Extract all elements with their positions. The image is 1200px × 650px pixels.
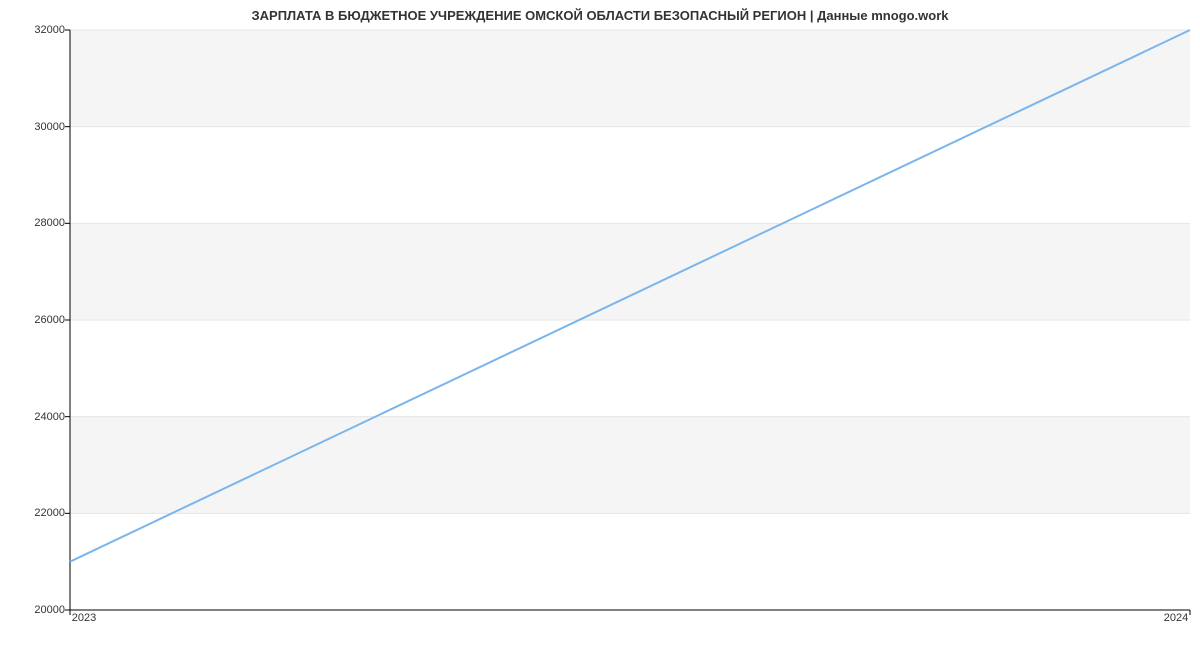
y-tick-label: 26000 [5, 314, 65, 326]
x-tick-label: 2024 [1164, 612, 1188, 624]
y-tick-label: 30000 [5, 121, 65, 133]
y-tick-label: 32000 [5, 24, 65, 36]
y-tick-label: 22000 [5, 507, 65, 519]
salary-chart: ЗАРПЛАТА В БЮДЖЕТНОЕ УЧРЕЖДЕНИЕ ОМСКОЙ О… [0, 0, 1200, 650]
x-tick-label: 2023 [72, 612, 96, 624]
y-tick-label: 28000 [5, 217, 65, 229]
y-tick-label: 24000 [5, 411, 65, 423]
chart-title: ЗАРПЛАТА В БЮДЖЕТНОЕ УЧРЕЖДЕНИЕ ОМСКОЙ О… [0, 8, 1200, 23]
y-tick-label: 20000 [5, 604, 65, 616]
chart-plot-area [70, 30, 1190, 610]
